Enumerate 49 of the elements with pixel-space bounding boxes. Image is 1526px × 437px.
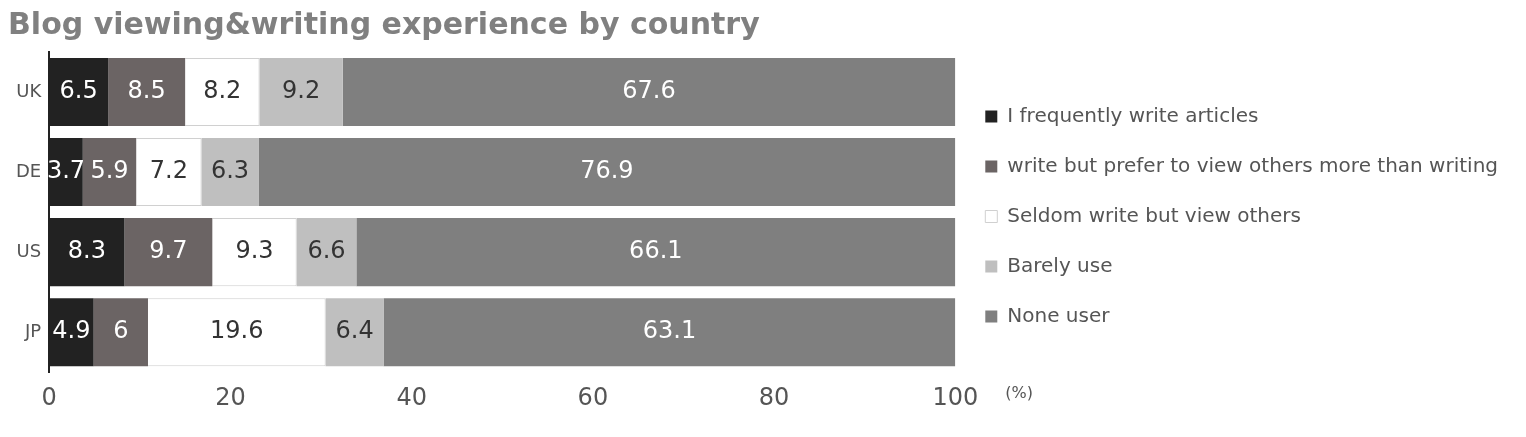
- data-label: 66.1: [629, 236, 683, 265]
- bar: [201, 138, 259, 207]
- data-label: 6: [113, 316, 129, 345]
- legend-label: Barely use: [1007, 252, 1113, 277]
- bar: [259, 58, 343, 127]
- data-label: 9.2: [282, 76, 321, 105]
- data-label: 63.1: [642, 316, 697, 345]
- data-label: 6.4: [335, 316, 374, 345]
- data-label: 76.9: [580, 156, 634, 185]
- bar: [93, 298, 148, 367]
- bar: [82, 138, 137, 207]
- chart-title: Blog viewing&writing experience by country: [8, 5, 761, 41]
- bar: [356, 218, 956, 287]
- legend-label: I frequently write articles: [1007, 102, 1259, 127]
- data-label: 6.6: [307, 236, 346, 265]
- x-tick-label: 40: [396, 382, 427, 411]
- data-label: 5.9: [90, 156, 129, 185]
- bar: [383, 298, 956, 367]
- x-axis-title: (%): [1005, 383, 1033, 403]
- bar: [108, 58, 186, 127]
- legend-label: Seldom write but view others: [1007, 202, 1301, 227]
- x-tick-label: 0: [41, 382, 57, 411]
- y-tick-label: UK: [16, 79, 43, 101]
- y-tick-label: DE: [16, 159, 42, 181]
- legend-label: write but prefer to view others more than writing: [1007, 152, 1498, 177]
- bar: [124, 218, 213, 287]
- data-label: 3.7: [46, 156, 86, 185]
- data-label: 8.2: [203, 76, 242, 105]
- y-tick-label: US: [16, 239, 42, 261]
- data-label: 67.6: [622, 76, 676, 105]
- data-label: 6.5: [59, 76, 98, 105]
- bar: [342, 58, 956, 127]
- data-label: 9.7: [149, 236, 188, 265]
- x-tick-label: 60: [577, 382, 609, 411]
- data-label: 19.6: [210, 316, 264, 345]
- data-label: 8.5: [127, 76, 166, 105]
- data-label: 6.3: [210, 156, 250, 185]
- data-label: 4.9: [52, 316, 91, 345]
- data-label: 7.2: [149, 156, 188, 185]
- bar: [258, 138, 956, 207]
- x-tick-label: 80: [758, 382, 790, 411]
- x-tick-label: 20: [215, 382, 246, 411]
- data-label: 9.3: [235, 236, 274, 265]
- legend-label: None user: [1007, 302, 1111, 327]
- bar: [325, 298, 384, 367]
- bar: [296, 218, 357, 287]
- y-tick-label: JP: [24, 319, 42, 341]
- data-label: 8.3: [67, 236, 106, 265]
- x-tick-label: 100: [932, 382, 979, 411]
